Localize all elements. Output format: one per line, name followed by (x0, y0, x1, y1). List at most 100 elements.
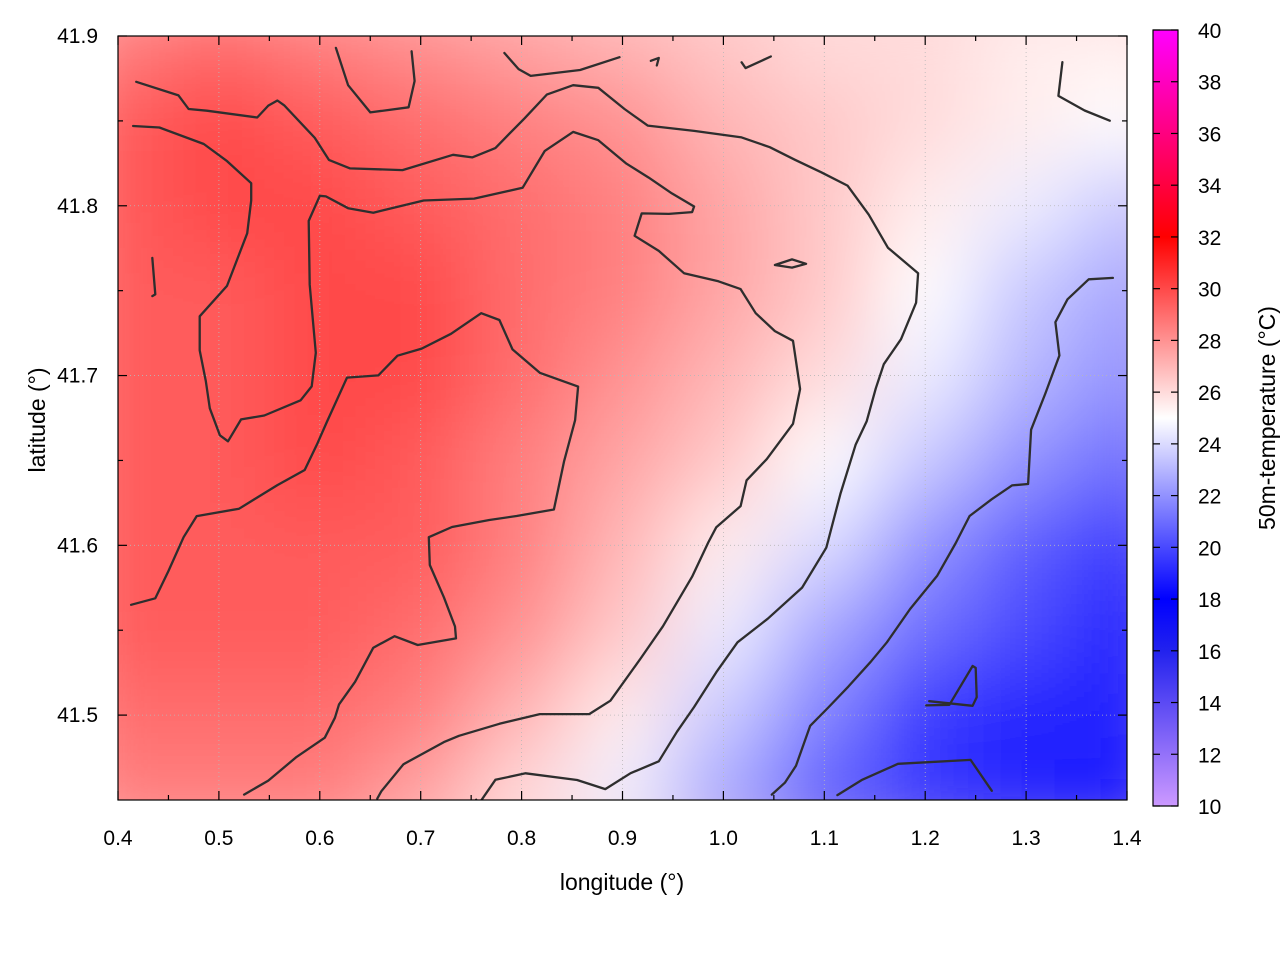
heatmap-cell (672, 502, 775, 589)
heatmap-cell (773, 163, 876, 250)
heatmap-cell (471, 587, 574, 674)
contour-line (131, 124, 802, 800)
contour-line (925, 664, 978, 707)
heatmap-cell (269, 163, 372, 250)
heatmap-cell (118, 36, 170, 80)
heatmap-cell (1076, 757, 1127, 800)
colorbar-tick-label: 14 (1198, 693, 1222, 716)
heatmap-cell (1076, 248, 1127, 335)
heatmap-cell (168, 163, 271, 250)
heatmap-cell (773, 333, 876, 419)
heatmap-cell (471, 418, 574, 504)
heatmap-cell (572, 418, 674, 504)
heatmap-cell (975, 78, 1078, 165)
colorbar-tick-label: 30 (1198, 279, 1221, 302)
contour-lines (129, 46, 1115, 800)
heatmap-cell (269, 672, 372, 759)
x-tick-label: 1.1 (810, 827, 839, 850)
x-tick-label: 0.7 (406, 827, 435, 850)
heatmap-cell (975, 333, 1078, 419)
colorbar-tick-label: 36 (1198, 123, 1221, 146)
colorbar-scale (1152, 29, 1179, 807)
x-tick-label: 1.0 (709, 827, 738, 850)
heatmap-cell (773, 418, 876, 504)
y-axis-ticks: 41.5 41.6 41.7 41.8 41.9 (57, 25, 1127, 727)
colorbar-tick-label: 32 (1198, 227, 1221, 250)
heatmap-cell (874, 418, 977, 504)
colorbar-tick-label: 26 (1198, 382, 1221, 405)
colorbar-tick-label: 12 (1198, 744, 1221, 767)
colorbar: 10 12 14 16 18 20 22 24 26 28 30 32 34 36 38 40 50m-tem… (1152, 20, 1280, 819)
heatmap-cell (370, 78, 473, 165)
heatmap-cell (572, 248, 674, 335)
heatmap-cell (672, 163, 775, 250)
heatmap-cell (672, 78, 775, 165)
heatmap-cell (773, 78, 876, 165)
contour-line (503, 51, 621, 78)
y-axis-label: latitude (°) (24, 367, 50, 472)
contour-line (773, 258, 808, 269)
heatmap-cell (269, 418, 372, 504)
colorbar-tick-label: 28 (1198, 330, 1221, 353)
x-tick-label: 0.8 (507, 827, 536, 850)
heatmap-cell (269, 248, 372, 335)
heatmap-cell (370, 502, 473, 589)
colorbar-tick-label: 34 (1198, 175, 1222, 198)
heatmap-cell (118, 248, 170, 335)
heatmap-cell (773, 587, 876, 674)
contour-line (135, 80, 920, 800)
y-tick-label: 41.9 (57, 25, 98, 48)
x-tick-label: 1.2 (911, 827, 940, 850)
y-tick-label: 41.7 (57, 365, 98, 388)
heatmap-cell (672, 587, 775, 674)
colorbar-tick-label: 38 (1198, 72, 1221, 95)
x-tick-label: 1.3 (1011, 827, 1040, 850)
contour-line (129, 312, 580, 796)
heatmap-cell (370, 587, 473, 674)
colorbar-label: 50m-temperature (°C) (1254, 306, 1280, 530)
x-tick-label: 0.6 (305, 827, 334, 850)
heatmap-cell (975, 163, 1078, 250)
heatmap-cell (773, 502, 876, 589)
heatmap-cell (168, 672, 271, 759)
heatmap-cell (773, 672, 876, 759)
contour-line (1057, 60, 1111, 122)
heatmap-cell (672, 418, 775, 504)
heatmap-cell (874, 163, 977, 250)
heatmap-cell (471, 163, 574, 250)
heatmap-cell (572, 502, 674, 589)
colorbar-tick-label: 10 (1198, 796, 1221, 819)
heatmap-cell (572, 333, 674, 419)
heatmap-cell (975, 248, 1078, 335)
heatmap-cell (471, 333, 574, 419)
heatmap-cell (975, 418, 1078, 504)
colorbar-tick-label: 16 (1198, 641, 1221, 664)
y-tick-label: 41.6 (57, 534, 98, 557)
heatmap-cell (874, 248, 977, 335)
heatmap-cell (471, 502, 574, 589)
contour-line (649, 56, 660, 67)
y-tick-label: 41.5 (57, 704, 98, 727)
heatmap-cell (1076, 36, 1127, 80)
x-tick-label: 1.4 (1112, 827, 1142, 850)
x-tick-label: 0.9 (608, 827, 637, 850)
heatmap-cell (118, 418, 170, 504)
heatmap-cell (168, 78, 271, 165)
heatmap-cell (874, 587, 977, 674)
contour-line (740, 55, 772, 70)
heatmap-cell (269, 78, 372, 165)
heatmap-cell (1076, 587, 1127, 674)
heatmap-cell (1076, 78, 1127, 165)
heatmap-cell (370, 333, 473, 419)
heatmap-cell (471, 672, 574, 759)
heatmap-cell (370, 672, 473, 759)
colorbar-ticks: 10 12 14 16 18 20 22 24 26 28 30 32 34 36 38 40 (1153, 20, 1222, 819)
heatmap-cell (269, 502, 372, 589)
contour-line (836, 758, 993, 797)
contour-line (151, 256, 157, 298)
contour-line (334, 46, 416, 114)
heatmap-cell (572, 163, 674, 250)
heatmap-cell (572, 78, 674, 165)
x-tick-label: 0.4 (103, 827, 133, 850)
